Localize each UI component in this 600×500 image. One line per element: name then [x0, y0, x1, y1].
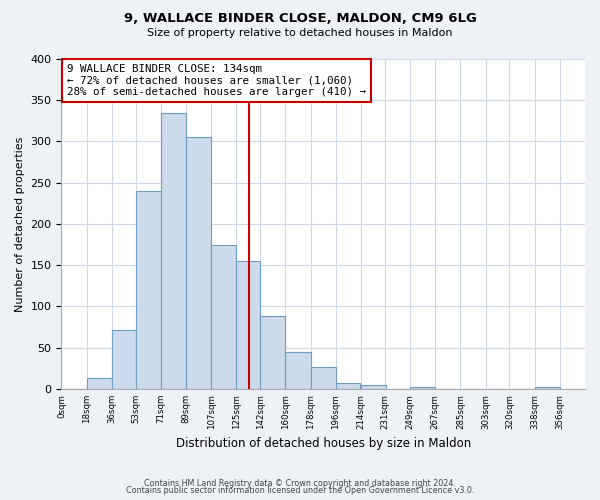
- Text: Contains HM Land Registry data © Crown copyright and database right 2024.: Contains HM Land Registry data © Crown c…: [144, 478, 456, 488]
- Bar: [286, 352, 311, 389]
- Bar: [336, 383, 359, 389]
- Bar: [112, 330, 136, 389]
- Text: Size of property relative to detached houses in Maldon: Size of property relative to detached ho…: [147, 28, 453, 38]
- Text: 9 WALLACE BINDER CLOSE: 134sqm
← 72% of detached houses are smaller (1,060)
28% : 9 WALLACE BINDER CLOSE: 134sqm ← 72% of …: [67, 64, 365, 97]
- Bar: [161, 112, 186, 389]
- Bar: [186, 138, 211, 389]
- Bar: [410, 388, 435, 389]
- X-axis label: Distribution of detached houses by size in Maldon: Distribution of detached houses by size …: [176, 437, 471, 450]
- Text: Contains public sector information licensed under the Open Government Licence v3: Contains public sector information licen…: [126, 486, 474, 495]
- Y-axis label: Number of detached properties: Number of detached properties: [15, 136, 25, 312]
- Bar: [236, 261, 260, 389]
- Bar: [86, 378, 112, 389]
- Bar: [211, 244, 236, 389]
- Bar: [535, 388, 560, 389]
- Bar: [311, 366, 336, 389]
- Bar: [136, 191, 161, 389]
- Text: 9, WALLACE BINDER CLOSE, MALDON, CM9 6LG: 9, WALLACE BINDER CLOSE, MALDON, CM9 6LG: [124, 12, 476, 26]
- Bar: [260, 316, 286, 389]
- Bar: [361, 385, 386, 389]
